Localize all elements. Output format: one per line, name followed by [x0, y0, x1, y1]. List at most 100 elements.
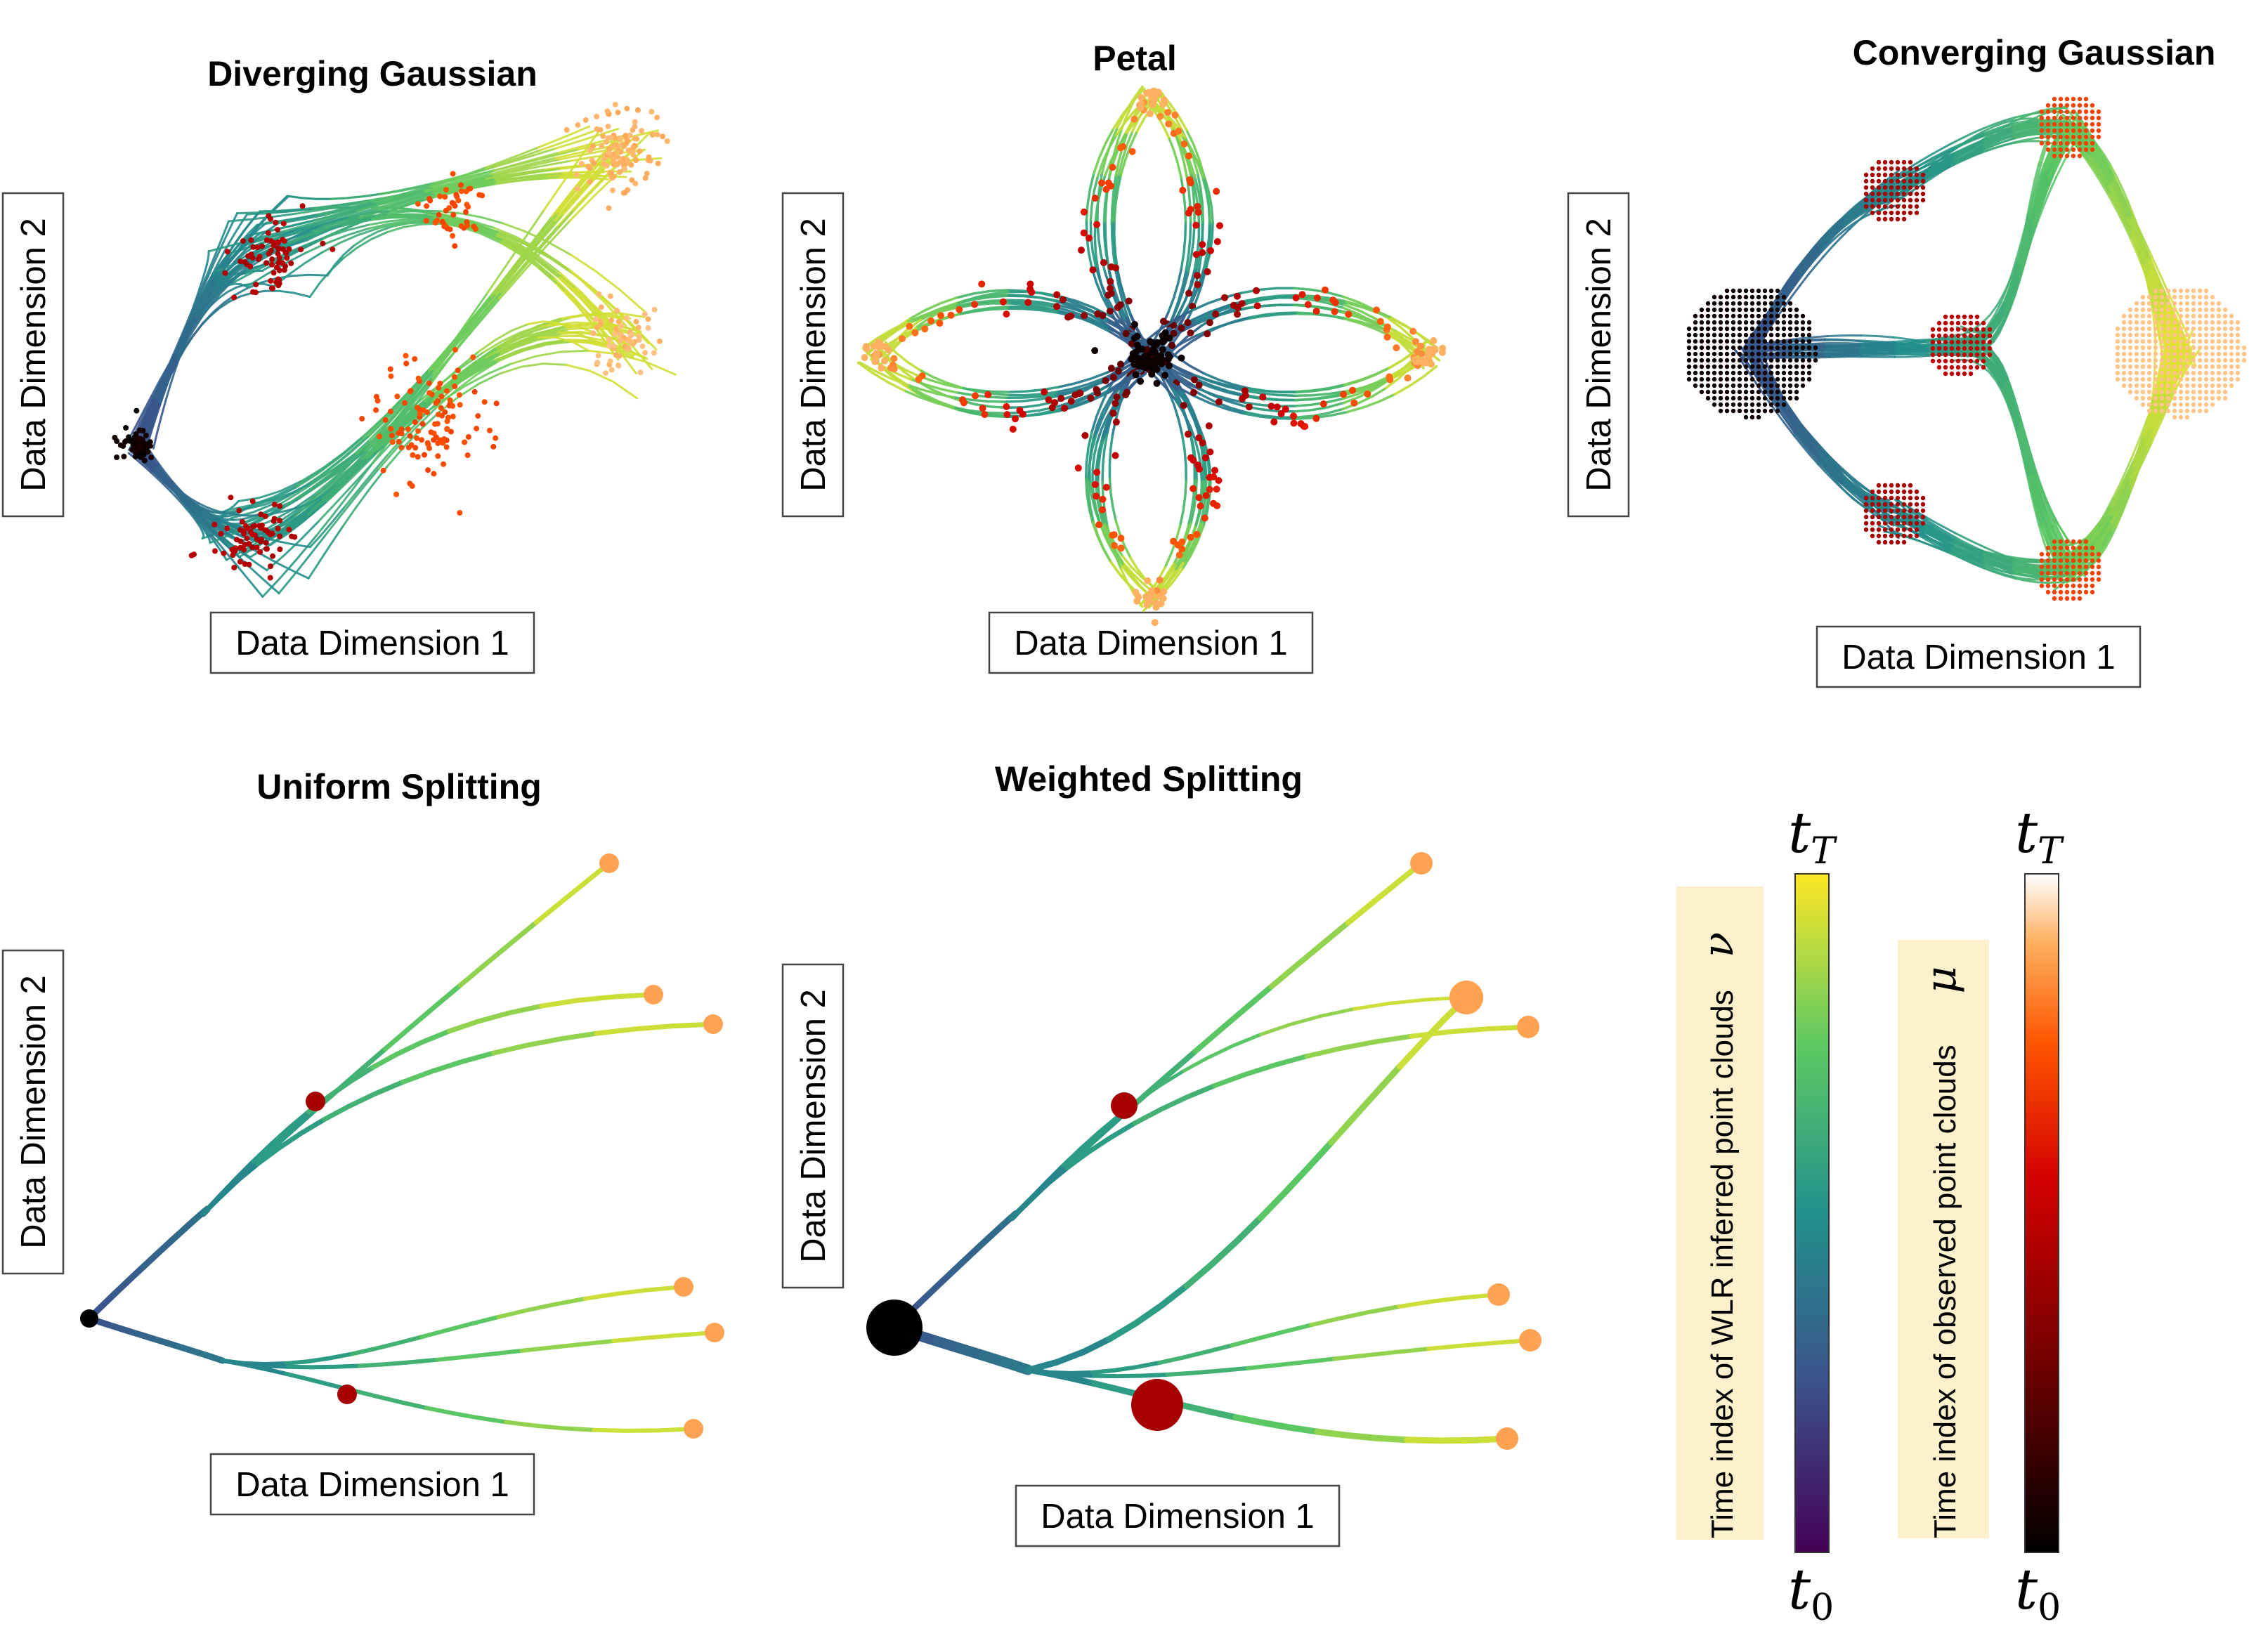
petal-trajectory [1167, 136, 1182, 179]
converging-observed-point [1787, 326, 1793, 332]
diverging-trajectory [441, 222, 502, 244]
petal-observed-point [1159, 355, 1166, 363]
petal-trajectory [1241, 388, 1296, 398]
diverging-trajectory [498, 231, 571, 271]
converging-observed-point [1724, 402, 1730, 407]
diverging-observed-point [432, 421, 438, 427]
converging-observed-point [1936, 365, 1942, 370]
diverging-observed-point [408, 388, 414, 394]
diverging-observed-point [633, 157, 639, 163]
converging-observed-point [1724, 332, 1730, 338]
diverging-trajectory [329, 192, 381, 200]
converging-trajectory [2149, 268, 2166, 308]
converging-trajectory [1983, 119, 2014, 132]
diverging-observed-point [620, 155, 626, 162]
converging-observed-point [1731, 301, 1736, 306]
converging-observed-point [1901, 191, 1907, 197]
converging-observed-point [1737, 364, 1742, 369]
converging-observed-point [1749, 294, 1755, 300]
diverging-observed-point [474, 426, 480, 432]
converging-observed-point [2064, 103, 2070, 108]
diverging-observed-point [426, 380, 432, 386]
converging-observed-point [1724, 345, 1730, 351]
converging-observed-point [1756, 301, 1761, 306]
converging-observed-point [1876, 495, 1882, 501]
converging-observed-point [1882, 508, 1888, 513]
converging-observed-point [1749, 339, 1755, 344]
diverging-observed-point [625, 138, 631, 144]
petal-observed-point [1238, 300, 1246, 308]
converging-trajectory [2086, 504, 2112, 541]
converging-observed-point [1889, 508, 1894, 513]
diverging-observed-point [253, 282, 259, 287]
converging-trajectory [2041, 523, 2062, 569]
converging-observed-point [1718, 408, 1723, 414]
diverging-observed-point [457, 402, 463, 408]
converging-observed-point [2235, 358, 2241, 363]
converging-observed-point [2071, 134, 2076, 140]
converging-observed-point [1943, 346, 1948, 351]
converging-observed-point [2071, 558, 2076, 563]
converging-observed-point [2090, 545, 2095, 551]
weighted-xlabel: Data Dimension 1 [1041, 1498, 1314, 1536]
converging-observed-point [1800, 351, 1806, 357]
petal-observed-point [882, 343, 889, 351]
diverging-trajectory [186, 506, 201, 525]
converging-observed-point [1949, 327, 1955, 332]
diverging-trajectory [286, 195, 332, 200]
converging-observed-point [1712, 301, 1717, 306]
converging-observed-point [1895, 172, 1901, 178]
diverging-trajectory [233, 223, 259, 251]
petal-observed-point [1119, 143, 1127, 150]
petal-observed-point [1312, 308, 1320, 315]
petal-observed-point [1216, 222, 1223, 230]
diverging-observed-point [617, 135, 623, 141]
petal-observed-point [1147, 588, 1155, 596]
converging-observed-point [1762, 307, 1768, 313]
petal-observed-point [1109, 374, 1117, 381]
converging-observed-point [2153, 301, 2158, 306]
converging-observed-point [2172, 326, 2177, 332]
converging-observed-point [2153, 370, 2158, 376]
converging-observed-point [2071, 570, 2076, 576]
converging-observed-point [2127, 345, 2133, 351]
converging-observed-point [1889, 166, 1894, 171]
petal-observed-point [1132, 371, 1140, 379]
petal-trajectory [1341, 386, 1388, 411]
converging-observed-point [2083, 96, 2089, 102]
diverging-observed-point [642, 175, 649, 181]
converging-observed-point [1901, 197, 1907, 203]
converging-observed-point [1974, 333, 1980, 339]
converging-observed-point [2210, 307, 2215, 313]
diverging-trajectory [235, 211, 261, 243]
converging-observed-point [2178, 294, 2184, 300]
converging-observed-point [1699, 307, 1705, 313]
converging-observed-point [1908, 166, 1913, 171]
converging-observed-point [2229, 351, 2234, 357]
converging-observed-point [2165, 332, 2171, 338]
diverging-observed-point [405, 445, 412, 450]
converging-trajectory [2165, 336, 2182, 378]
converging-observed-point [1930, 327, 1936, 332]
converging-observed-point [2210, 364, 2215, 369]
converging-observed-point [2159, 332, 2165, 338]
converging-observed-point [2077, 96, 2083, 102]
converging-observed-point [2222, 370, 2228, 376]
converging-observed-point [1974, 365, 1980, 370]
petal-observed-point [971, 301, 979, 308]
petal-observed-point [1175, 551, 1183, 559]
diverging-trajectory [214, 266, 237, 290]
converging-observed-point [1724, 377, 1730, 382]
petal-observed-point [1130, 360, 1138, 368]
converging-observed-point [2172, 358, 2177, 363]
converging-observed-point [1731, 339, 1736, 344]
converging-observed-point [2121, 351, 2127, 357]
converging-observed-point [1889, 178, 1894, 184]
diverging-trajectory [263, 555, 310, 580]
converging-observed-point [1943, 371, 1948, 377]
converging-observed-point [1936, 358, 1942, 364]
converging-trajectory [1953, 144, 1985, 163]
converging-observed-point [2064, 122, 2070, 127]
diverging-ylabel: Data Dimension 2 [15, 218, 53, 491]
petal-observed-point [1185, 289, 1193, 297]
